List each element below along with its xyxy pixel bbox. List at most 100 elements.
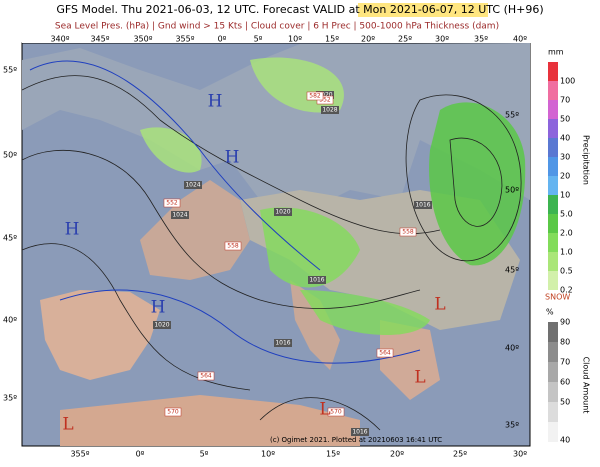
precip-title: Precipitation bbox=[582, 135, 591, 185]
lat-label: 55º bbox=[505, 111, 519, 120]
thickness-box bbox=[197, 371, 215, 381]
cloud-unit: % bbox=[546, 308, 554, 317]
pressure-box bbox=[153, 321, 171, 329]
pressure-center: H bbox=[65, 220, 80, 240]
lon-label: 345º bbox=[90, 35, 109, 44]
thickness-lines bbox=[29, 60, 421, 364]
cloud-swatch bbox=[548, 362, 558, 382]
lon-label: 350º bbox=[133, 35, 152, 44]
cloud-label: 50 bbox=[560, 398, 570, 407]
lat-label: 35º bbox=[3, 394, 17, 403]
pressure-box bbox=[351, 428, 369, 436]
lat-label: 55º bbox=[3, 66, 17, 75]
lon-label: 355º bbox=[175, 35, 194, 44]
cloud-label: 70 bbox=[560, 358, 570, 367]
thickness-label: 570 bbox=[167, 409, 179, 416]
precip-alps bbox=[260, 207, 360, 288]
lon-label: 10º bbox=[261, 450, 275, 459]
thickness-label: 558 bbox=[227, 243, 239, 250]
pressure-label: 1020 bbox=[275, 209, 290, 216]
lon-label: 30º bbox=[513, 450, 527, 459]
pressure-center: H bbox=[151, 298, 166, 318]
cloud-swatch bbox=[548, 402, 558, 422]
cloud-swatch bbox=[548, 342, 558, 362]
precip-swatch bbox=[548, 100, 558, 119]
precip-swatch bbox=[548, 62, 558, 81]
lon-label: 355º bbox=[70, 450, 89, 459]
precip-label: 10 bbox=[560, 191, 570, 200]
lon-label: 15º bbox=[326, 450, 340, 459]
title-prefix: GFS Model. Thu 2021-06-03, 12 UTC. Forec… bbox=[56, 3, 363, 16]
thickness-label: 552 bbox=[166, 200, 178, 207]
cloud-label: 60 bbox=[560, 378, 570, 387]
cloud-swatch bbox=[548, 322, 558, 342]
pressure-box bbox=[184, 181, 202, 189]
lon-label: 25º bbox=[453, 450, 467, 459]
pressure-label: 1020 bbox=[317, 92, 332, 99]
pressure-label: 1028 bbox=[322, 107, 337, 114]
footer: (c) Ogimet 2021. Plotted at 20210603 16:… bbox=[270, 436, 442, 444]
lat-label: 40º bbox=[505, 344, 519, 353]
precip-label: 70 bbox=[560, 96, 570, 105]
lon-label: 40º bbox=[513, 35, 527, 44]
lat-label: 50º bbox=[3, 151, 17, 160]
cloud-title: Cloud Amount bbox=[582, 357, 591, 414]
pressure-label: 1016 bbox=[415, 202, 430, 209]
thickness-box bbox=[163, 198, 181, 208]
lon-label: 0º bbox=[136, 450, 145, 459]
precip-swatch bbox=[548, 252, 558, 271]
thickness-label: 558 bbox=[402, 229, 414, 236]
land-balkans bbox=[380, 320, 440, 400]
pressure-center: L bbox=[319, 400, 330, 420]
cloud-label: 80 bbox=[560, 338, 570, 347]
lon-label: 20º bbox=[390, 450, 404, 459]
thickness-box bbox=[327, 407, 345, 417]
pressure-box bbox=[274, 208, 292, 216]
lat-label: 45º bbox=[505, 266, 519, 275]
lon-label: 5º bbox=[200, 450, 209, 459]
pressure-box bbox=[414, 201, 432, 209]
pressure-center: H bbox=[208, 92, 223, 112]
cloud-swatch bbox=[548, 382, 558, 402]
precip-label: 5.0 bbox=[560, 210, 573, 219]
lon-label: 25º bbox=[398, 35, 412, 44]
precip-swatch bbox=[548, 195, 558, 214]
pressure-label: 1020 bbox=[154, 322, 169, 329]
thickness-box bbox=[224, 241, 242, 251]
isobars bbox=[21, 75, 522, 431]
pressure-label: 1024 bbox=[172, 212, 187, 219]
lat-label: 45º bbox=[3, 234, 17, 243]
pressure-label: 1016 bbox=[352, 429, 367, 436]
precip-label: 40 bbox=[560, 134, 570, 143]
cloud-label: 40 bbox=[560, 436, 570, 445]
pressure-box bbox=[316, 91, 334, 99]
lon-label: 10º bbox=[288, 35, 302, 44]
lon-label: 15º bbox=[325, 35, 339, 44]
thickness-label: 564 bbox=[200, 373, 212, 380]
precip-unit: mm bbox=[548, 48, 564, 57]
precip-label: 2.0 bbox=[560, 229, 573, 238]
lon-label: 30º bbox=[435, 35, 449, 44]
precip-label: 30 bbox=[560, 153, 570, 162]
thickness-box bbox=[376, 348, 394, 358]
pressure-box bbox=[321, 106, 339, 114]
precip-swatch bbox=[548, 119, 558, 138]
precip-label: 20 bbox=[560, 172, 570, 181]
precip-swatch bbox=[548, 233, 558, 252]
land-iberia bbox=[40, 290, 160, 380]
thickness-label: 582 bbox=[309, 93, 321, 100]
precip-swatch bbox=[548, 81, 558, 100]
precip-balkans bbox=[300, 290, 430, 335]
land-france bbox=[140, 180, 250, 280]
pressure-label: 1016 bbox=[309, 277, 324, 284]
snow-label: SNOW bbox=[545, 293, 570, 302]
precip-swatch bbox=[548, 157, 558, 176]
lat-label: 40º bbox=[3, 316, 17, 325]
title-valid: Mon 2021-06-07, 12 UTC bbox=[363, 3, 500, 16]
lat-label: 35º bbox=[505, 421, 519, 430]
cloud-swatch bbox=[548, 422, 558, 442]
pressure-box bbox=[308, 276, 326, 284]
pressure-center: L bbox=[414, 368, 425, 388]
